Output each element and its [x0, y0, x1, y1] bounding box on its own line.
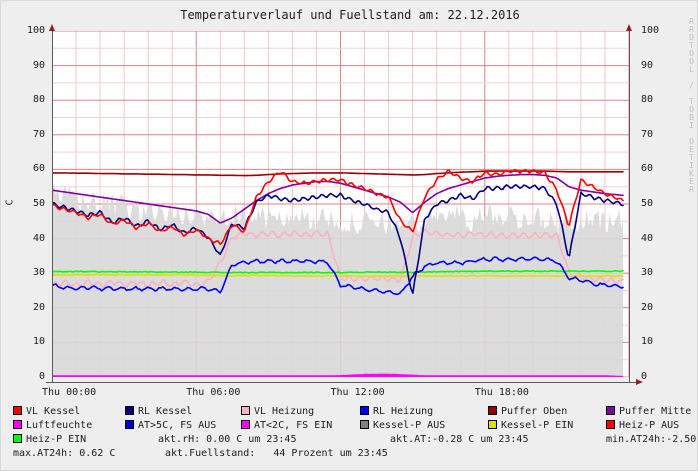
y-tick-left-30: 30	[32, 267, 45, 279]
legend-item-rl-kessel: RL Kessel	[125, 405, 241, 419]
legend-label: Puffer Mitte	[619, 406, 692, 417]
legend-label: AT<2C, FS EIN	[254, 420, 333, 431]
legend-item-at-2c-fs-ein: AT<2C, FS EIN	[241, 419, 360, 433]
y-axis-left-arrow-icon	[49, 24, 55, 31]
y-tick-left-20: 20	[32, 301, 45, 313]
legend-row-3: Heiz-P EIN akt.rH: 0.00 C um 23:45 akt.AT:…	[13, 433, 696, 447]
y-tick-right-40: 40	[641, 232, 654, 244]
legend-row-2: Luftfeuchte AT>5C, FS AUS AT<2C, FS EIN Kes…	[13, 419, 691, 433]
legend-label: RL Kessel	[138, 406, 193, 417]
x-axis-arrow-icon	[636, 379, 643, 385]
legend-label: Luftfeuchte	[26, 420, 93, 431]
x-tick-18: Thu 18:00	[474, 387, 529, 398]
y-tick-right-60: 60	[641, 163, 654, 175]
x-tick-12: Thu 12:00	[330, 387, 385, 398]
page-title: Temperaturverlauf und Fuellstand am: 22.…	[180, 8, 520, 22]
legend-stat-akt-at: akt.AT:-0.28 C um 23:45	[390, 434, 529, 445]
legend-swatch-icon	[241, 420, 250, 429]
legend-swatch-icon	[13, 406, 22, 415]
legend-item-at-5c-fs-aus: AT>5C, FS AUS	[125, 419, 241, 433]
legend-swatch-icon	[13, 434, 22, 443]
legend-swatch-icon	[125, 420, 134, 429]
y-tick-right-100: 100	[641, 25, 660, 36]
y-tick-left-90: 90	[32, 59, 45, 71]
legend: VL Kessel RL Kessel VL Heizung RL Heizung Pu…	[13, 405, 696, 461]
y-tick-right-0: 0	[641, 371, 648, 382]
legend-stat-min-at24h: min.AT24h:-2.50 C	[606, 434, 697, 445]
legend-stat-akt-fuellstand: akt.Fuellstand: 44 Prozent um 23:45	[165, 448, 388, 459]
y-axis-right	[629, 31, 630, 383]
legend-stat-akt-rh: akt.rH: 0.00 C um 23:45	[158, 434, 297, 445]
legend-item-heiz-p-aus: Heiz-P AUS	[606, 419, 679, 433]
legend-stat-max-at24h: max.AT24h: 0.62 C	[13, 448, 116, 459]
y-tick-left-10: 10	[32, 336, 45, 348]
y-axis-label: C	[4, 199, 16, 206]
y-tick-left-70: 70	[32, 128, 45, 140]
legend-swatch-icon	[606, 420, 615, 429]
legend-item-vl-heizung: VL Heizung	[241, 405, 360, 419]
legend-item-puffer-mitte: Puffer Mitte	[606, 405, 691, 419]
y-axis-left	[52, 31, 53, 383]
y-tick-left-80: 80	[32, 94, 45, 106]
legend-swatch-icon	[606, 406, 615, 415]
y-tick-right-10: 10	[641, 336, 654, 348]
legend-item-kessel-p-ein: Kessel-P EIN	[488, 419, 606, 433]
y-tick-left-0: 0	[38, 371, 45, 382]
legend-item-luftfeuchte: Luftfeuchte	[13, 419, 125, 433]
legend-swatch-icon	[488, 406, 497, 415]
y-tick-right-20: 20	[641, 301, 654, 313]
legend-label: Heiz-P EIN	[26, 434, 87, 445]
legend-row-4: max.AT24h: 0.62 C akt.Fuellstand: 44 Proz…	[13, 447, 691, 461]
legend-label: AT>5C, FS AUS	[138, 420, 217, 431]
y-tick-left-50: 50	[32, 198, 45, 209]
x-tick-0: Thu 00:00	[42, 387, 97, 398]
y-tick-right-70: 70	[641, 128, 654, 140]
y-axis-right-arrow-icon	[626, 24, 632, 31]
legend-label: Heiz-P AUS	[619, 420, 680, 431]
y-tick-right-90: 90	[641, 59, 654, 71]
x-tick-6: Thu 06:00	[186, 387, 241, 398]
legend-label: RL Heizung	[373, 406, 434, 417]
legend-label: VL Kessel	[26, 406, 81, 417]
legend-item-vl-kessel: VL Kessel	[13, 405, 125, 419]
rrdtool-watermark: RRDTOOL / TOBI OETIKER	[687, 17, 696, 193]
chart-canvas	[52, 31, 629, 377]
y-tick-right-30: 30	[641, 267, 654, 279]
legend-item-puffer-oben: Puffer Oben	[488, 405, 606, 419]
legend-label: Kessel-P AUS	[373, 420, 446, 431]
legend-item-rl-heizung: RL Heizung	[360, 405, 488, 419]
legend-item-heiz-p-ein: Heiz-P EIN	[13, 433, 158, 447]
legend-swatch-icon	[360, 420, 369, 429]
y-tick-left-60: 60	[32, 163, 45, 175]
legend-label: Puffer Oben	[501, 406, 568, 417]
legend-item-kessel-p-aus: Kessel-P AUS	[360, 419, 488, 433]
y-tick-left-40: 40	[32, 232, 45, 244]
legend-swatch-icon	[488, 420, 497, 429]
legend-label: VL Heizung	[254, 406, 315, 417]
x-axis	[46, 382, 636, 383]
y-tick-right-80: 80	[641, 94, 654, 106]
legend-row-1: VL Kessel RL Kessel VL Heizung RL Heizung Pu…	[13, 405, 691, 419]
legend-swatch-icon	[125, 406, 134, 415]
y-tick-right-50: 50	[641, 198, 654, 209]
y-tick-left-100: 100	[26, 25, 45, 36]
legend-label: Kessel-P EIN	[501, 420, 574, 431]
legend-swatch-icon	[360, 406, 369, 415]
legend-swatch-icon	[13, 420, 22, 429]
legend-swatch-icon	[241, 406, 250, 415]
plot-area	[52, 31, 629, 377]
